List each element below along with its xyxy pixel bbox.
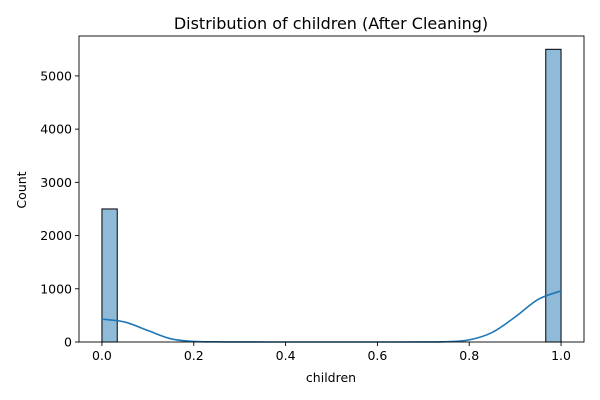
y-tick-label-3: 3000: [40, 175, 72, 190]
axes-frame: [78, 35, 585, 343]
y-tick-label-5: 5000: [40, 68, 72, 83]
x-tick-label-1: 0.2: [184, 348, 204, 363]
histogram-bar-0: [101, 208, 118, 343]
y-axis: 0 1000 2000 3000 4000 5000: [40, 68, 79, 350]
y-axis-label: Count: [14, 171, 29, 208]
x-axis-label: children: [306, 370, 356, 385]
chart-title: Distribution of children (After Cleaning…: [174, 14, 488, 33]
kde-curve: [101, 290, 562, 343]
histogram-bar-1: [545, 48, 562, 343]
y-tick-label-1: 1000: [40, 281, 72, 296]
y-tick-label-0: 0: [64, 335, 72, 350]
x-tick-label-2: 0.4: [276, 348, 296, 363]
x-tick-label-5: 1.0: [551, 348, 571, 363]
x-axis: 0.0 0.2 0.4 0.6 0.8 1.0: [92, 342, 571, 363]
x-tick-label-4: 0.8: [459, 348, 479, 363]
x-tick-label-3: 0.6: [367, 348, 387, 363]
x-tick-label-0: 0.0: [92, 348, 112, 363]
plot-area: [78, 35, 585, 343]
y-tick-label-2: 2000: [40, 228, 72, 243]
y-tick-label-4: 4000: [40, 122, 72, 137]
